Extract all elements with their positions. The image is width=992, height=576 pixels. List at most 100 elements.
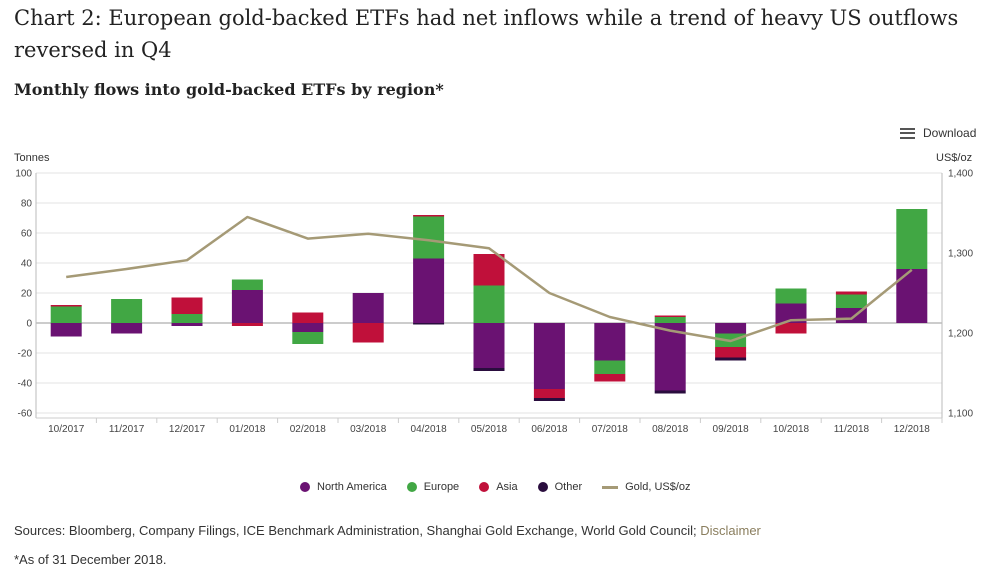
chart-title: Chart 2: European gold-backed ETFs had n… bbox=[14, 6, 959, 62]
bar-north-america bbox=[50, 323, 82, 337]
sources-text: Sources: Bloomberg, Company Filings, ICE… bbox=[14, 523, 761, 538]
bar-europe bbox=[835, 294, 867, 308]
x-tick-label: 12/2017 bbox=[169, 424, 206, 435]
legend-marker-other bbox=[537, 482, 548, 492]
y-tick-label: 40 bbox=[21, 259, 33, 270]
bar-asia bbox=[594, 374, 626, 382]
bar-europe bbox=[111, 299, 143, 323]
y-tick-label: 20 bbox=[21, 289, 33, 300]
y-tick-label: 60 bbox=[21, 229, 33, 240]
bar-europe bbox=[413, 216, 445, 259]
download-label: Download bbox=[923, 126, 977, 140]
legend-item-north-america[interactable]: North America bbox=[300, 481, 387, 493]
bar-north-america bbox=[231, 290, 263, 323]
bar-asia bbox=[292, 312, 324, 323]
y2-tick-label: 1,100 bbox=[948, 409, 973, 420]
bar-europe bbox=[654, 317, 686, 323]
legend-label-north-america: North America bbox=[317, 481, 387, 493]
y-tick-label: -40 bbox=[18, 379, 33, 390]
legend-label-gold: Gold, US$/oz bbox=[625, 481, 691, 493]
legend-item-asia[interactable]: Asia bbox=[479, 481, 518, 493]
bar-north-america bbox=[715, 323, 747, 334]
bar-europe bbox=[775, 288, 807, 304]
x-tick-label: 12/2018 bbox=[894, 424, 931, 435]
x-tick-label: 04/2018 bbox=[411, 424, 448, 435]
bar-north-america bbox=[533, 323, 565, 389]
bar-other bbox=[715, 357, 747, 361]
y2-tick-label: 1,400 bbox=[948, 169, 973, 180]
bar-europe bbox=[473, 285, 505, 323]
bar-north-america bbox=[292, 323, 324, 332]
download-button[interactable]: Download bbox=[900, 126, 976, 140]
bar-other bbox=[413, 323, 445, 325]
y-tick-label: 0 bbox=[26, 319, 32, 330]
disclaimer-link[interactable]: Disclaimer bbox=[700, 523, 761, 538]
bar-other bbox=[654, 390, 686, 394]
y2-axis-unit-label: US$/oz bbox=[936, 152, 973, 164]
bar-north-america bbox=[171, 323, 203, 326]
bar-north-america bbox=[413, 258, 445, 323]
bar-asia bbox=[775, 323, 807, 334]
x-tick-label: 10/2018 bbox=[773, 424, 810, 435]
bar-north-america bbox=[654, 323, 686, 391]
y-tick-label: -20 bbox=[18, 349, 33, 360]
x-tick-label: 09/2018 bbox=[713, 424, 750, 435]
legend-marker-europe bbox=[406, 482, 417, 492]
legend-item-other[interactable]: Other bbox=[537, 481, 583, 493]
chart-plot: 100 80 60 40 20 0 -20 -40 -60 1,400 1,300 1,200 1,10… bbox=[15, 169, 973, 436]
bar-asia bbox=[231, 323, 263, 326]
chart-subtitle: Monthly flows into gold-backed ETFs by r… bbox=[14, 80, 444, 99]
x-tick-label: 06/2018 bbox=[531, 424, 568, 435]
legend-marker-gold bbox=[602, 485, 619, 489]
gold-price-line bbox=[66, 215, 913, 343]
menu-icon bbox=[900, 127, 915, 139]
x-tick-label: 03/2018 bbox=[350, 424, 387, 435]
legend-item-gold[interactable]: Gold, US$/oz bbox=[602, 481, 691, 493]
legend-item-europe[interactable]: Europe bbox=[406, 481, 460, 493]
bar-asia bbox=[413, 215, 445, 217]
legend-label-other: Other bbox=[554, 481, 583, 493]
bar-asia bbox=[533, 389, 565, 398]
bar-asia bbox=[50, 305, 82, 307]
footnote: *As of 31 December 2018. bbox=[14, 552, 167, 567]
bar-north-america bbox=[111, 323, 143, 334]
y-tick-label: 100 bbox=[15, 169, 32, 180]
bar-asia bbox=[473, 254, 505, 286]
bar-asia bbox=[835, 291, 867, 295]
x-tick-label: 07/2018 bbox=[592, 424, 629, 435]
bar-asia bbox=[352, 323, 384, 343]
x-tick-label: 11/2017 bbox=[109, 424, 145, 435]
bar-asia bbox=[171, 297, 203, 314]
y-tick-label: 80 bbox=[21, 199, 33, 210]
legend-label-asia: Asia bbox=[496, 481, 518, 493]
bar-asia bbox=[654, 315, 686, 317]
bar-europe bbox=[231, 279, 263, 290]
x-tick-label: 08/2018 bbox=[652, 424, 689, 435]
x-tick-label: 05/2018 bbox=[471, 424, 508, 435]
y-axis-unit-label: Tonnes bbox=[14, 152, 50, 164]
bar-north-america bbox=[594, 323, 626, 361]
x-tick-label: 02/2018 bbox=[290, 424, 327, 435]
y-tick-label: -60 bbox=[18, 409, 33, 420]
bar-north-america bbox=[473, 323, 505, 368]
x-tick-label: 11/2018 bbox=[834, 424, 870, 435]
y2-tick-label: 1,300 bbox=[948, 249, 973, 260]
chart-legend: North America Europe Asia Other Gold, US… bbox=[300, 481, 691, 493]
bar-europe bbox=[594, 360, 626, 374]
bar-europe bbox=[292, 332, 324, 344]
bar-north-america bbox=[775, 303, 807, 323]
legend-marker-asia bbox=[479, 482, 490, 492]
sources-label: Sources: Bloomberg, Company Filings, ICE… bbox=[14, 523, 697, 538]
bar-asia bbox=[715, 347, 747, 358]
legend-marker-north-america bbox=[300, 482, 310, 492]
bar-europe bbox=[50, 306, 82, 323]
y2-tick-label: 1,200 bbox=[948, 329, 973, 340]
bar-other bbox=[473, 368, 505, 371]
bar-europe bbox=[896, 209, 928, 269]
bar-other bbox=[533, 398, 565, 401]
x-tick-label: 01/2018 bbox=[229, 424, 266, 435]
bar-europe bbox=[171, 314, 203, 323]
bar-north-america bbox=[352, 293, 384, 323]
x-tick-label: 10/2017 bbox=[48, 424, 85, 435]
legend-label-europe: Europe bbox=[423, 481, 460, 493]
